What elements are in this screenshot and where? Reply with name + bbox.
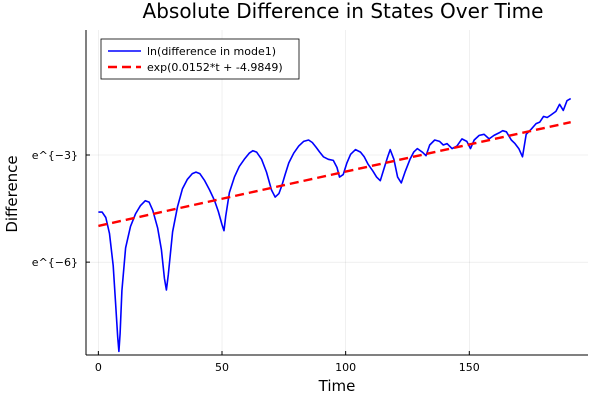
x-tick-label: 50 (215, 361, 229, 374)
chart-title: Absolute Difference in States Over Time (143, 0, 544, 23)
series-line-difference (98, 97, 572, 353)
legend: ln(difference in mode1) exp(0.0152*t + -4… (100, 38, 300, 80)
x-tick-label: 150 (459, 361, 480, 374)
legend-label: ln(difference in mode1) (147, 45, 276, 58)
axes: 0 50 100 150 e^{−3} e^{−6} (32, 30, 588, 374)
legend-label: exp(0.0152*t + -4.9849) (147, 61, 283, 74)
x-axis-label: Time (318, 377, 356, 395)
legend-box (100, 38, 300, 80)
plot-area (98, 97, 572, 353)
y-tick-label: e^{−3} (32, 149, 78, 162)
y-tick-label: e^{−6} (32, 256, 78, 269)
x-tick-label: 0 (95, 361, 102, 374)
x-tick-label: 100 (335, 361, 356, 374)
series-line-exp-fit (98, 121, 571, 228)
y-axis-label: Difference (3, 155, 21, 232)
